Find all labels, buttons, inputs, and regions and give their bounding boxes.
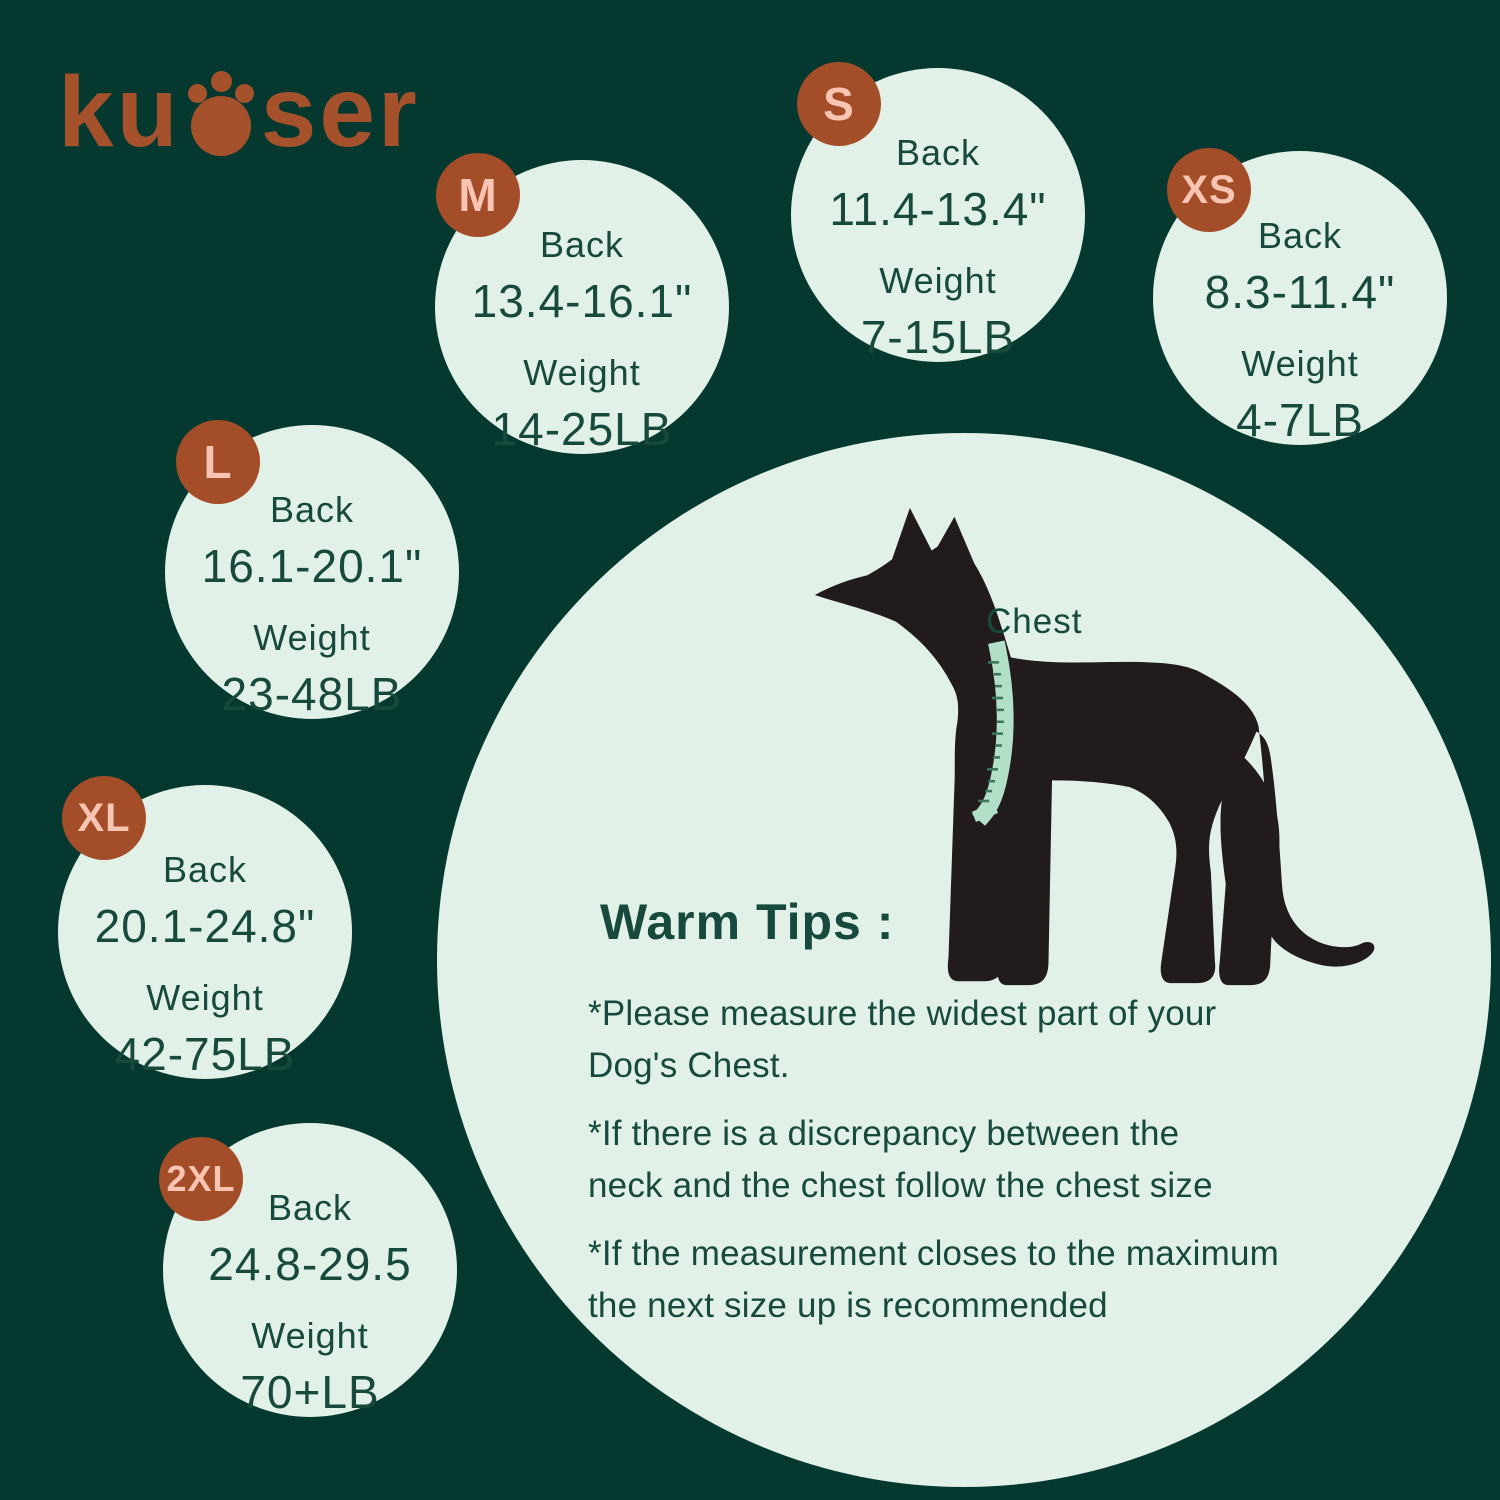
size-badge-m: M — [436, 153, 520, 237]
size-circle-xs: XS Back 8.3-11.4" Weight 4-7LB — [1153, 148, 1447, 446]
back-value: 20.1-24.8" — [94, 900, 316, 952]
weight-label: Weight — [523, 352, 641, 393]
logo-text-right: ser — [260, 56, 420, 168]
weight-value: 4-7LB — [1236, 394, 1364, 446]
dog-far-front-leg — [997, 753, 1053, 986]
chest-label: Chest — [986, 602, 1083, 641]
back-label: Back — [1257, 215, 1343, 256]
brand-logo: ku ser — [58, 52, 420, 162]
size-badge-2xl: 2XL — [159, 1137, 243, 1221]
warm-tip-2: *If there is a discrepancy between the n… — [588, 1114, 1213, 1205]
weight-label: Weight — [1241, 343, 1359, 384]
weight-value: 42-75LB — [114, 1028, 296, 1080]
back-label: Back — [895, 132, 981, 173]
measuring-tape-icon — [971, 640, 1014, 826]
size-circle-xl: XL Back 20.1-24.8" Weight 42-75LB — [58, 776, 352, 1080]
logo-text-left: ku — [58, 56, 181, 168]
dog-body — [814, 507, 1375, 984]
size-circle-s: S Back 11.4-13.4" Weight 7-15LB — [791, 62, 1085, 363]
back-value: 13.4-16.1" — [471, 275, 693, 327]
weight-label: Weight — [253, 617, 371, 658]
size-circle-m: M Back 13.4-16.1" Weight 14-25LB — [435, 153, 729, 455]
weight-value: 14-25LB — [491, 403, 673, 455]
size-circle-2xl: 2XL Back 24.8-29.5 Weight 70+LB — [159, 1123, 457, 1418]
size-circle-l: L Back 16.1-20.1" Weight 23-48LB — [165, 420, 459, 720]
weight-label: Weight — [879, 260, 997, 301]
back-label: Back — [162, 849, 248, 890]
back-value: 8.3-11.4" — [1204, 266, 1396, 318]
size-badge-xl: XL — [62, 776, 146, 860]
back-value: 24.8-29.5 — [208, 1238, 412, 1290]
dog-far-hind-leg — [1219, 743, 1280, 986]
back-value: 16.1-20.1" — [201, 540, 423, 592]
warm-tip-1: *Please measure the widest part of your … — [588, 994, 1217, 1085]
size-badge-xs: XS — [1167, 148, 1251, 232]
warm-tips-title: Warm Tips : — [600, 894, 895, 950]
size-badge-l: L — [176, 420, 260, 504]
warm-tip-3: *If the measurement closes to the maximu… — [588, 1234, 1279, 1325]
weight-value: 70+LB — [240, 1366, 380, 1418]
back-value: 11.4-13.4" — [829, 183, 1047, 235]
weight-label: Weight — [146, 977, 264, 1018]
back-label: Back — [267, 1187, 353, 1228]
dog-silhouette-icon — [814, 507, 1375, 986]
weight-value: 23-48LB — [221, 668, 403, 720]
size-badge-s: S — [797, 62, 881, 146]
back-label: Back — [539, 224, 625, 265]
paw-icon — [187, 70, 254, 156]
weight-value: 7-15LB — [860, 311, 1016, 363]
weight-label: Weight — [251, 1315, 369, 1356]
back-label: Back — [269, 489, 355, 530]
